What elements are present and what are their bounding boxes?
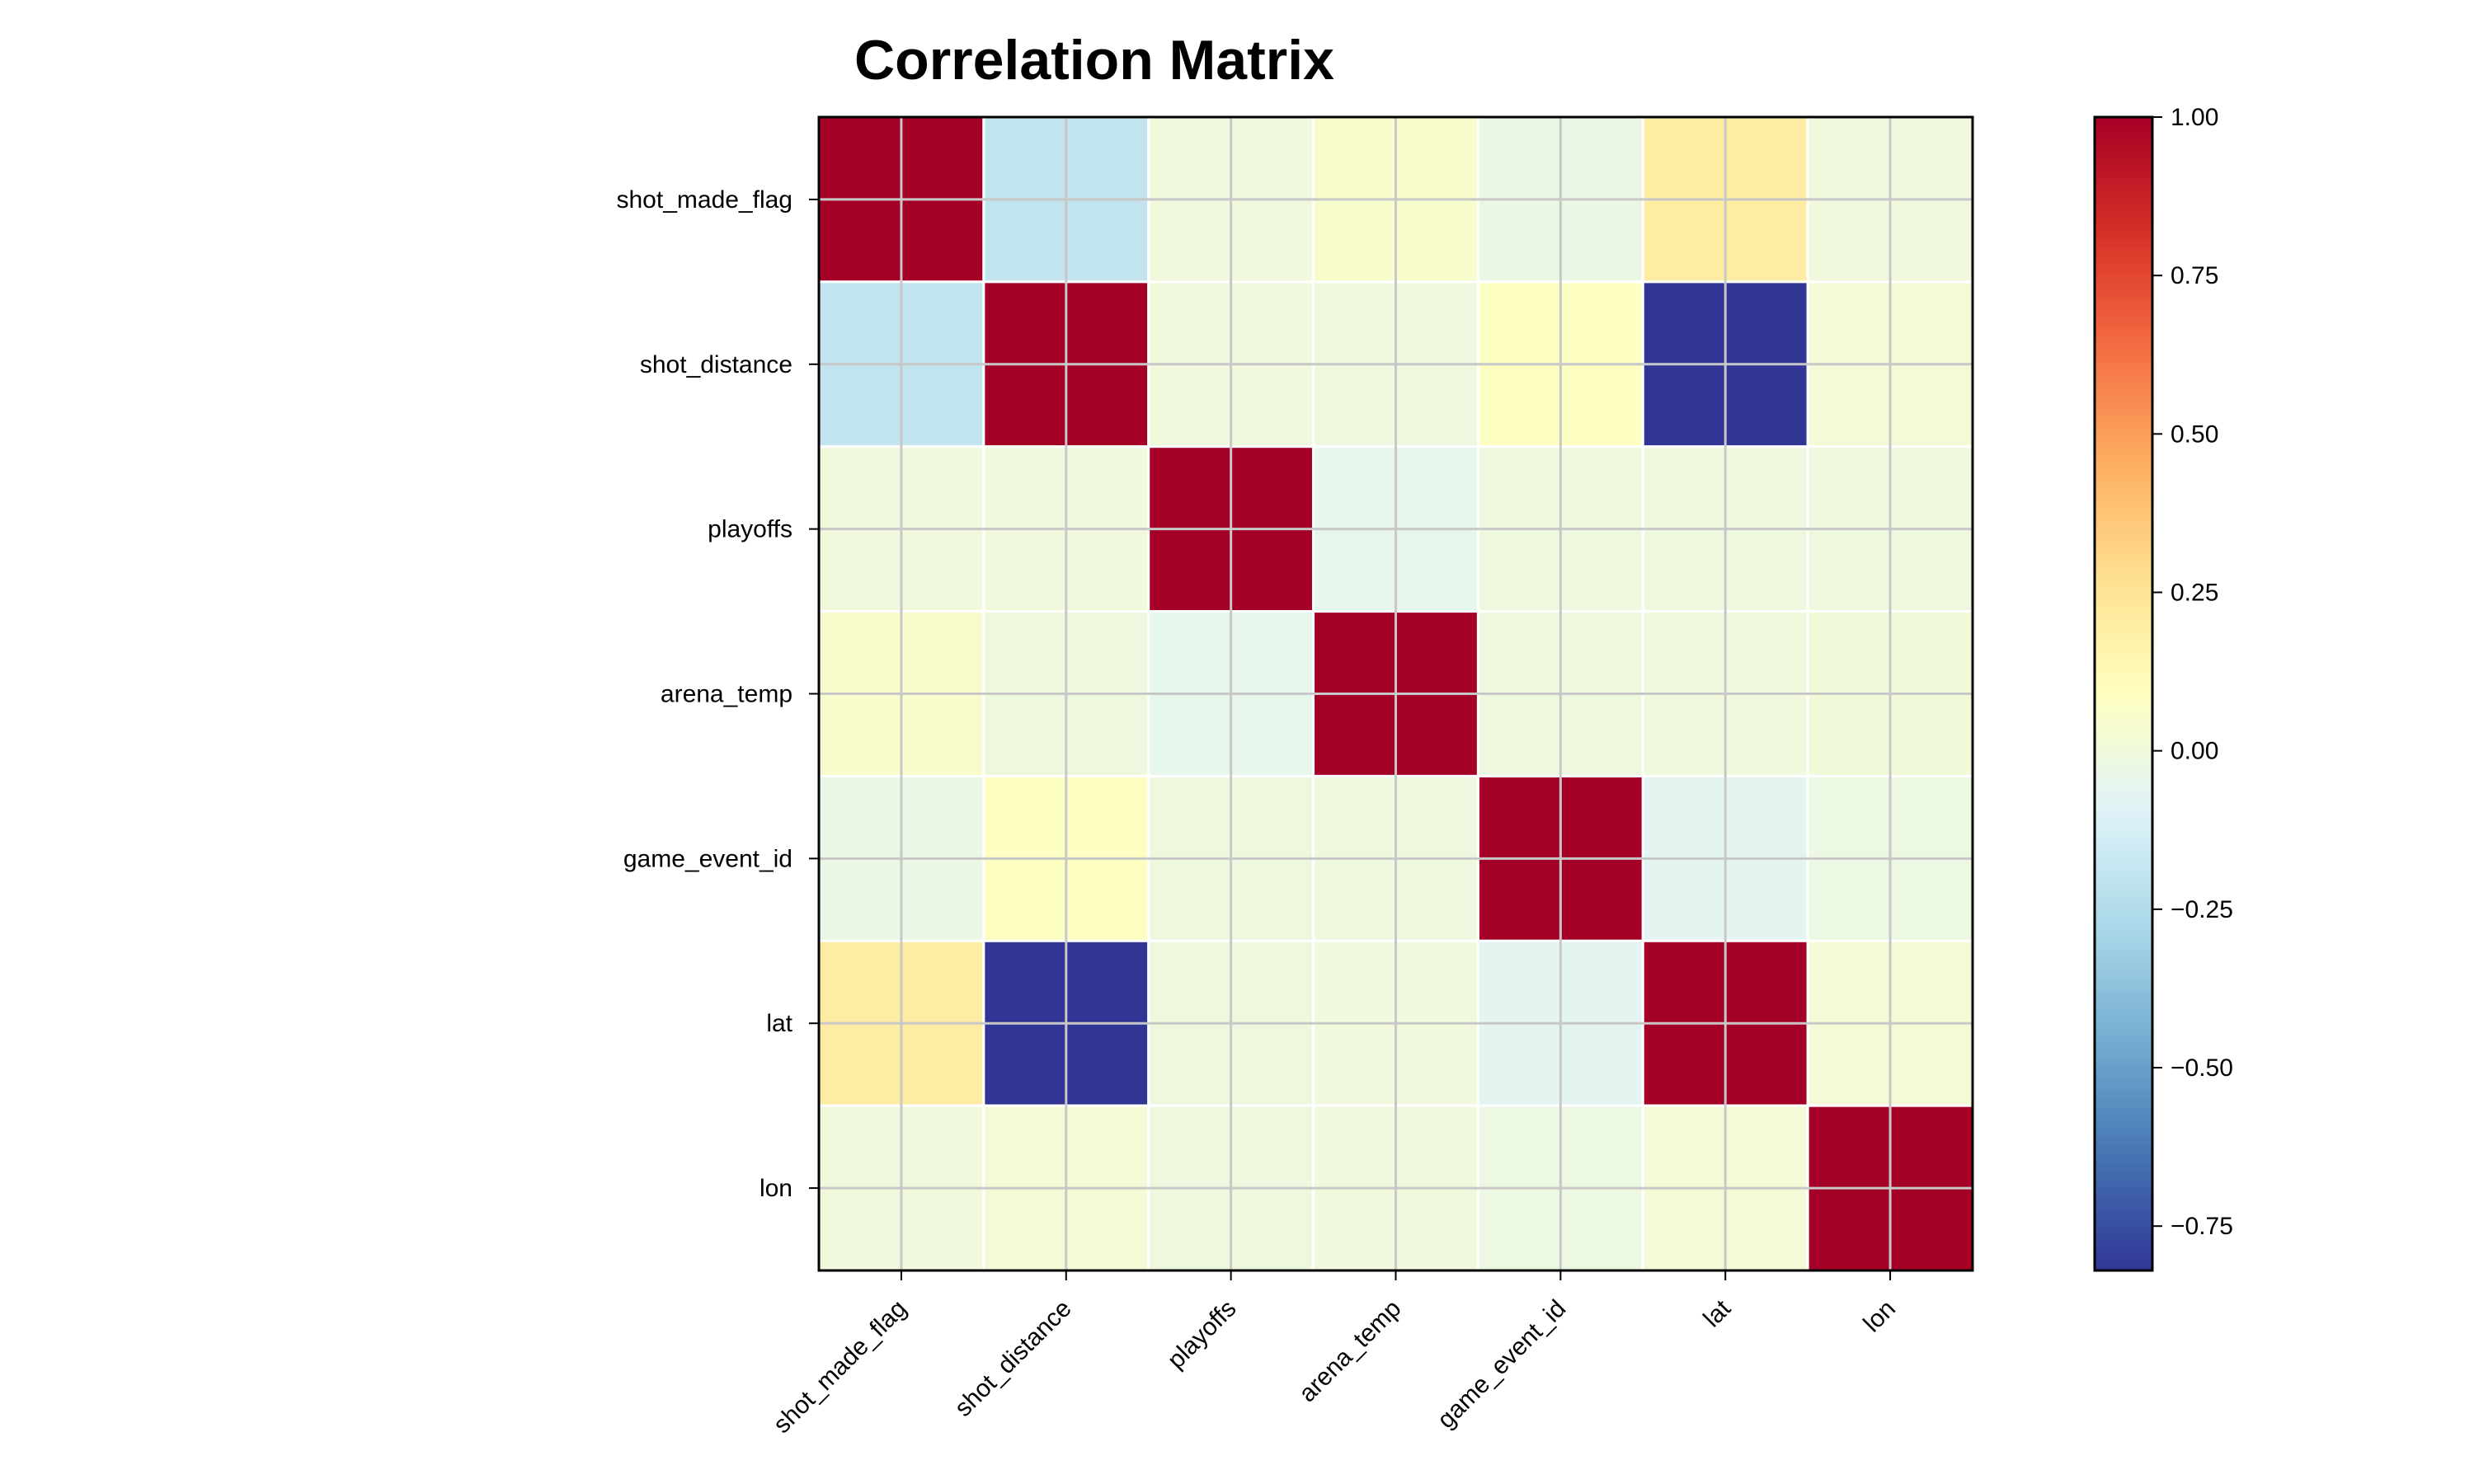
colorbar-tick-label: 0.75 (2171, 262, 2218, 289)
y-tick-label-arena_temp: arena_temp (661, 681, 793, 708)
x-tick-label-arena_temp: arena_temp (1294, 1295, 1407, 1408)
colorbar-gradient (2093, 115, 2154, 1272)
y-tick-label-lon: lon (760, 1175, 793, 1202)
y-tick-label-lat: lat (766, 1010, 793, 1037)
x-tick-label-shot_distance: shot_distance (949, 1295, 1076, 1422)
x-axis-tick-labels: shot_made_flag shot_distance playoffs arena… (769, 1270, 1901, 1439)
x-tick-label-game_event_id: game_event_id (1432, 1295, 1571, 1434)
x-tick-label-playoffs: playoffs (1163, 1295, 1242, 1374)
y-tick-label-playoffs: playoffs (708, 516, 793, 543)
colorbar-tick-label: −0.75 (2171, 1213, 2233, 1240)
chart-title: Correlation Matrix (854, 29, 1334, 92)
colorbar: 1.00 0.75 0.50 0.25 0.00 −0.25 −0.50 −0.75 (2093, 104, 2233, 1272)
x-tick-label-lat: lat (1698, 1294, 1736, 1332)
colorbar-tick-label: 1.00 (2171, 104, 2218, 131)
y-tick-label-shot_made_flag: shot_made_flag (617, 186, 793, 214)
x-tick-label-shot_made_flag: shot_made_flag (769, 1295, 912, 1439)
colorbar-tick-label: −0.50 (2171, 1054, 2233, 1082)
y-axis-tick-labels: shot_made_flag shot_distance playoffs arena… (617, 186, 819, 1202)
y-tick-label-shot_distance: shot_distance (640, 351, 793, 378)
colorbar-tick-label: 0.00 (2171, 738, 2218, 765)
colorbar-tick-label: 0.50 (2171, 420, 2218, 448)
y-tick-label-game_event_id: game_event_id (623, 845, 793, 872)
heatmap-grid (819, 117, 1973, 1270)
colorbar-tick-label: −0.25 (2171, 896, 2233, 923)
colorbar-tick-label: 0.25 (2171, 580, 2218, 607)
x-tick-label-lon: lon (1858, 1295, 1901, 1338)
